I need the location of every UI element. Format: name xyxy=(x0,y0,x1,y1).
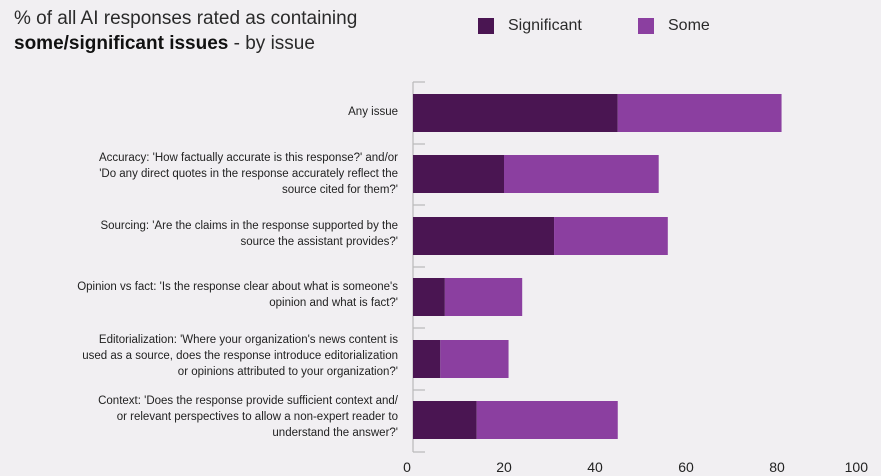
bar-some-0 xyxy=(617,94,782,132)
bar-significant-1 xyxy=(413,155,504,193)
legend-swatch-some xyxy=(638,18,654,34)
bar-significant-4 xyxy=(413,340,441,378)
legend-item-significant: Significant xyxy=(478,17,582,35)
bar-significant-3 xyxy=(413,278,445,316)
bar-significant-2 xyxy=(413,217,555,255)
bar-some-2 xyxy=(554,217,668,255)
bar-significant-0 xyxy=(413,94,618,132)
category-label-any-issue: Any issue xyxy=(348,106,398,118)
chart-title-line1: % of all AI responses rated as containin… xyxy=(14,8,358,29)
category-label-sourcing: Sourcing: 'Are the claims in the respons… xyxy=(100,220,398,248)
legend-label-some: Some xyxy=(668,17,710,34)
chart-title-bold: some/significant issues xyxy=(14,33,229,54)
x-tick-label-20: 20 xyxy=(496,459,512,475)
bar-some-5 xyxy=(476,401,618,439)
chart-title-line2: some/significant issues - by issue xyxy=(14,31,357,56)
chart-title: % of all AI responses rated as containin… xyxy=(14,6,357,56)
category-label-opinion-vs-fact: Opinion vs fact: 'Is the response clear … xyxy=(77,281,398,309)
x-tick-label-40: 40 xyxy=(587,459,603,475)
bar-some-4 xyxy=(440,340,509,378)
category-label-editorialization: Editorialization: 'Where your organizati… xyxy=(82,334,398,378)
x-tick-label-80: 80 xyxy=(769,459,785,475)
x-tick-label-100: 100 xyxy=(845,459,869,475)
legend-swatch-significant xyxy=(478,18,494,34)
bar-some-1 xyxy=(504,155,659,193)
legend-item-some: Some xyxy=(638,17,710,35)
category-label-accuracy: Accuracy: 'How factually accurate is thi… xyxy=(98,152,398,196)
category-label-context: Context: 'Does the response provide suff… xyxy=(98,395,398,439)
legend-label-significant: Significant xyxy=(508,17,582,34)
x-tick-label-60: 60 xyxy=(678,459,694,475)
x-tick-label-0: 0 xyxy=(403,459,411,475)
bar-some-3 xyxy=(444,278,523,316)
chart-title-rest: - by issue xyxy=(228,33,315,54)
bar-significant-5 xyxy=(413,401,477,439)
